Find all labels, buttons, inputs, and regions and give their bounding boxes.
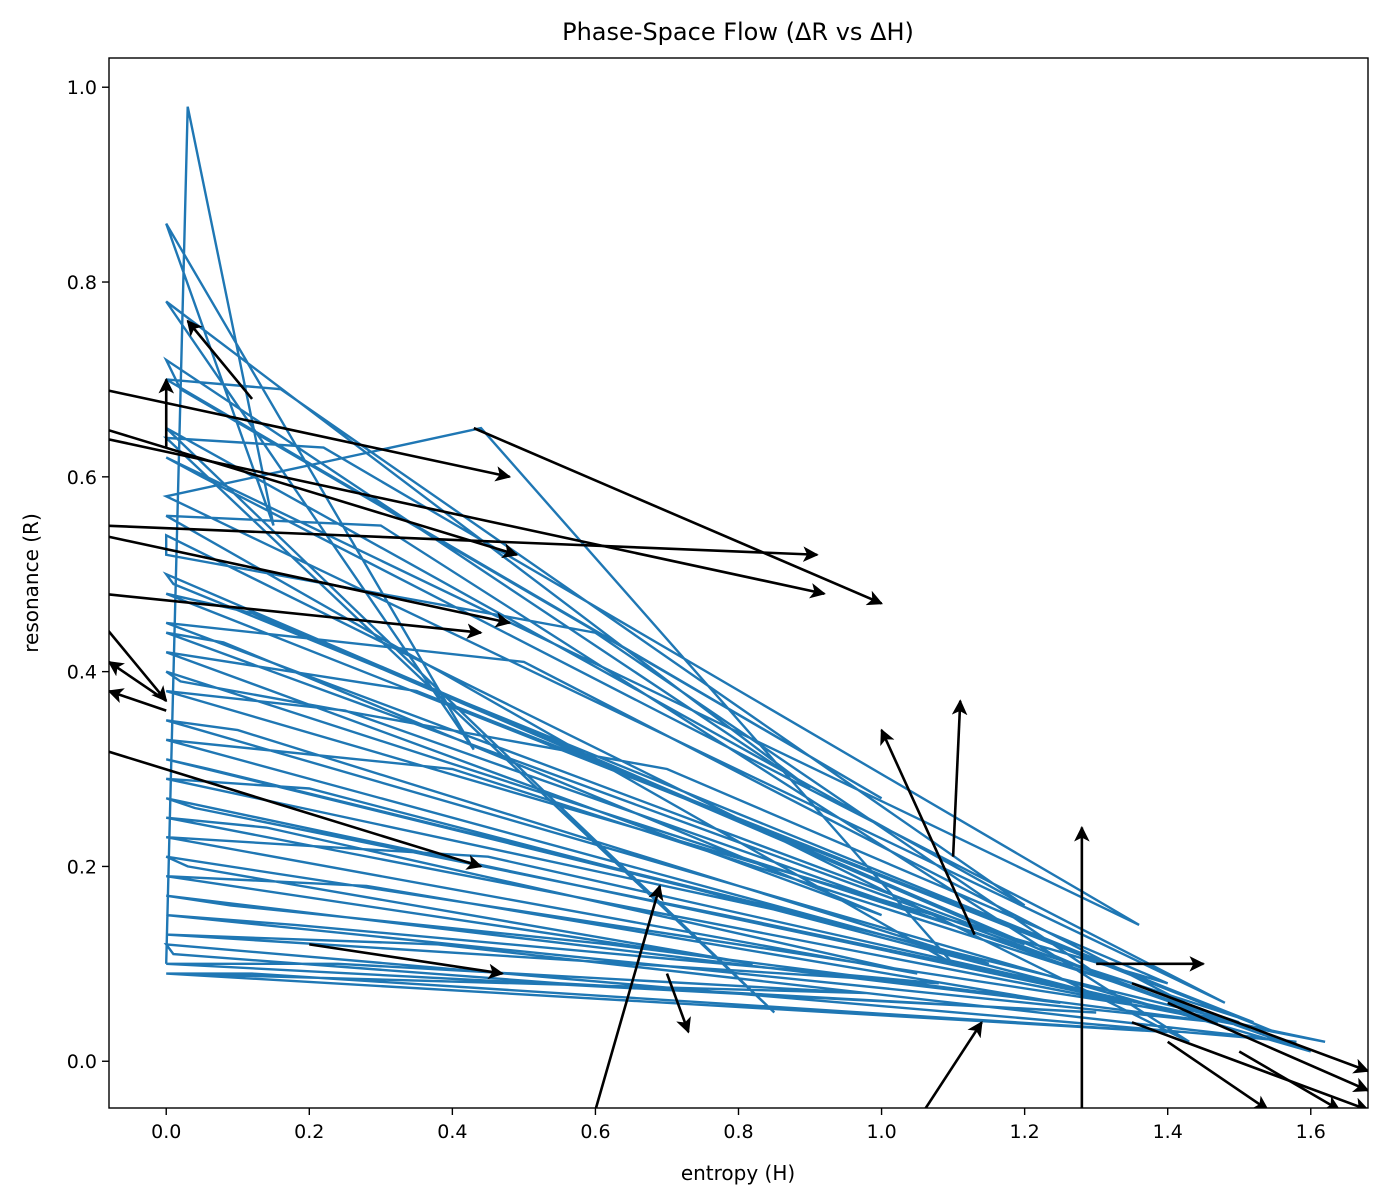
x-axis-label: entropy (H) <box>681 1161 795 1185</box>
flow-arrow-14 <box>951 699 968 857</box>
flow-arrow-10 <box>109 750 483 870</box>
x-tick-label: 0.2 <box>294 1121 324 1143</box>
flow-arrow-4 <box>109 535 512 628</box>
x-tick-label: 1.2 <box>1010 1121 1040 1143</box>
y-axis-ticks: 0.0 0.2 0.4 0.6 0.8 1.0 <box>67 77 109 1073</box>
flow-arrow-8 <box>109 660 167 702</box>
x-axis-ticks: 0.0 0.2 0.4 0.6 0.8 1.0 1.2 1.4 1.6 <box>151 1108 1326 1143</box>
flow-arrow-11 <box>186 319 254 400</box>
y-tick-label: 0.0 <box>67 1051 97 1073</box>
x-tick-label: 0.8 <box>723 1121 753 1143</box>
flow-arrow-5 <box>473 426 884 606</box>
trajectory-line-0 <box>162 106 1326 1053</box>
x-tick-label: 0.0 <box>151 1121 181 1143</box>
flow-arrow-24 <box>1238 1050 1341 1108</box>
flow-arrow-13 <box>880 728 976 936</box>
y-tick-label: 0.6 <box>67 467 97 489</box>
flow-arrow-18 <box>665 973 691 1034</box>
flow-arrow-9 <box>109 688 167 712</box>
plot-frame <box>108 57 1369 1109</box>
arrow-layer <box>109 319 1368 1108</box>
flow-arrow-6 <box>109 593 483 639</box>
x-tick-label: 1.4 <box>1153 1121 1183 1143</box>
plot-area <box>109 106 1368 1108</box>
y-tick-label: 0.4 <box>67 662 97 684</box>
flow-arrow-25 <box>309 943 504 980</box>
flow-arrow-7 <box>109 629 168 703</box>
flow-arrow-2 <box>109 438 826 599</box>
y-tick-label: 1.0 <box>67 77 97 99</box>
flow-arrow-20 <box>1131 982 1368 1074</box>
series-layer <box>162 106 1326 1053</box>
x-tick-label: 1.6 <box>1296 1121 1326 1143</box>
x-tick-label: 0.4 <box>437 1121 467 1143</box>
flow-arrow-22 <box>1131 1021 1368 1108</box>
y-tick-label: 0.2 <box>67 856 97 878</box>
flow-arrow-17 <box>924 1020 983 1108</box>
flow-arrow-1 <box>109 428 519 559</box>
flow-arrow-21 <box>1167 1001 1368 1092</box>
flow-arrow-16 <box>594 884 664 1108</box>
y-tick-label: 0.8 <box>67 272 97 294</box>
flow-arrow-3 <box>109 524 819 562</box>
y-axis-label: resonance (R) <box>19 513 43 653</box>
chart-title: Phase-Space Flow (ΔR vs ΔH) <box>562 18 914 46</box>
flow-arrow-0 <box>109 389 512 482</box>
x-tick-label: 1.0 <box>866 1121 896 1143</box>
x-tick-label: 0.6 <box>580 1121 610 1143</box>
flow-arrow-23 <box>1166 1040 1270 1108</box>
